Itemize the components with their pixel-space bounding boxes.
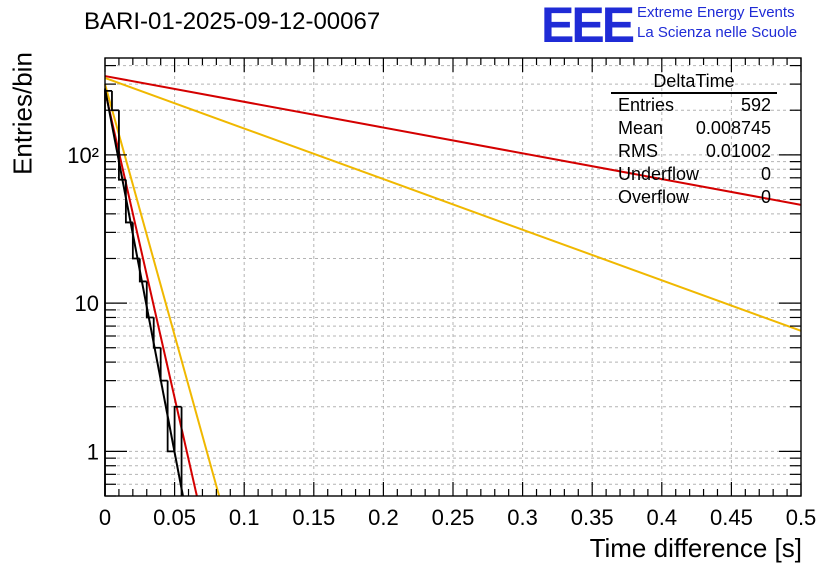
stats-label: Overflow <box>618 187 690 207</box>
stats-value: 0 <box>760 187 771 207</box>
eee-logo: EEE <box>541 0 635 53</box>
histogram-bin <box>166 380 175 453</box>
stats-row-entries: Entries 592 <box>611 94 777 117</box>
axis-tick-labels: 0 0.05 0.1 0.15 0.2 0.25 0.3 0.35 0.4 0.45 0.5 1 10 1… <box>67 143 816 530</box>
axis-ticks <box>104 58 802 497</box>
stats-value: 0 <box>760 164 771 184</box>
stats-row-mean: Mean 0.008745 <box>611 117 777 140</box>
x-tick-label: 0.45 <box>710 505 753 530</box>
histogram-bin <box>111 90 119 112</box>
x-tick-label: 0.3 <box>507 505 538 530</box>
x-axis-label: Time difference [s] <box>589 533 802 563</box>
stats-label: Entries <box>618 95 675 115</box>
fit-yellow-shallow <box>104 77 802 332</box>
fit-red-shallow <box>104 75 802 206</box>
stats-row-overflow: Overflow 0 <box>611 186 777 209</box>
x-tick-label: 0 <box>99 505 111 530</box>
histogram-bin <box>152 317 161 349</box>
x-tick-label: 0.25 <box>432 505 475 530</box>
y-axis-label: Entries/bin <box>7 52 38 175</box>
grid-lines <box>105 58 801 497</box>
histogram-bin <box>138 258 147 283</box>
x-tick-label: 0.1 <box>229 505 260 530</box>
histogram-bin <box>131 222 140 260</box>
x-tick-label: 0.2 <box>368 505 399 530</box>
x-tick-label: 0.5 <box>786 505 817 530</box>
x-tick-label: 0.05 <box>153 505 196 530</box>
stats-value: 0.008745 <box>695 118 771 138</box>
logo-line-2: La Scienza nelle Scuole <box>637 24 798 41</box>
stats-box: DeltaTime Entries 592 Mean 0.008745 RMS … <box>611 70 777 209</box>
y-tick-label: 1 <box>87 439 99 464</box>
fit-black <box>104 88 184 497</box>
stats-row-underflow: Underflow 0 <box>611 163 777 186</box>
stats-value: 0.01002 <box>705 141 771 161</box>
x-tick-label: 0.35 <box>571 505 614 530</box>
stats-label: Underflow <box>618 164 700 184</box>
y-tick-label: 10 <box>75 291 99 316</box>
x-tick-label: 0.15 <box>292 505 335 530</box>
stats-title: DeltaTime <box>611 70 777 94</box>
stats-row-rms: RMS 0.01002 <box>611 140 777 163</box>
x-tick-label: 0.4 <box>647 505 678 530</box>
chart-title: BARI-01-2025-09-12-00067 <box>84 8 381 35</box>
histogram-bin <box>118 110 126 181</box>
stats-label: RMS <box>618 141 658 161</box>
y-tick-label: 10² <box>67 143 99 168</box>
fit-yellow-steep <box>104 83 221 497</box>
histogram-bin <box>159 347 168 382</box>
histogram-bin <box>173 405 182 452</box>
histogram-bin <box>104 89 112 496</box>
stats-label: Mean <box>618 118 664 138</box>
histogram-bin <box>124 179 133 224</box>
histogram-bin <box>145 281 154 319</box>
logo-line-1: Extreme Energy Events <box>637 4 795 21</box>
stats-value: 592 <box>740 95 771 115</box>
